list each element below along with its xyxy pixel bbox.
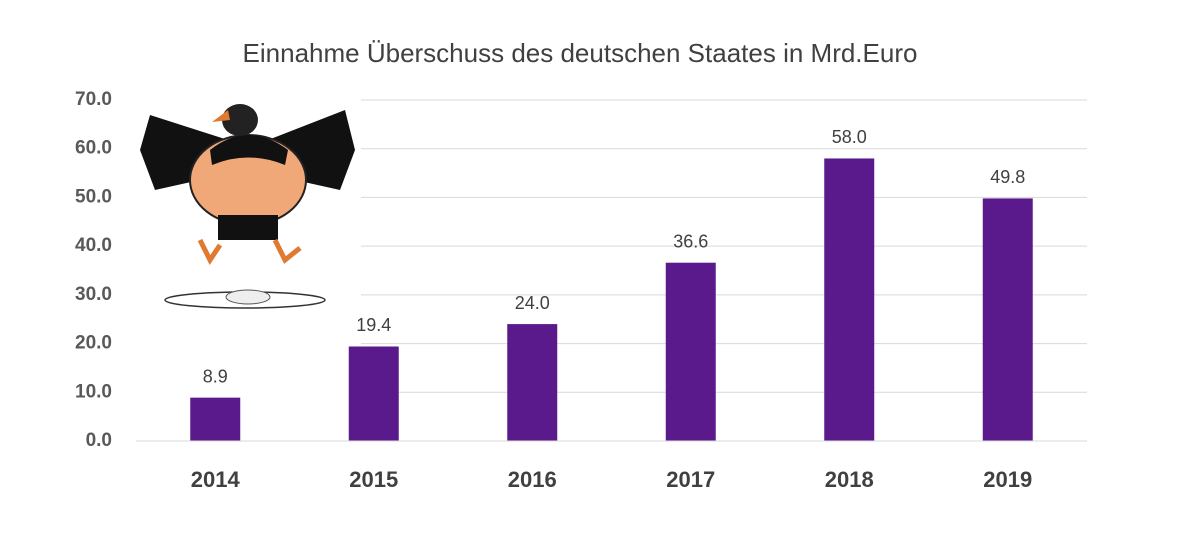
bar [348,346,399,441]
y-tick-label: 40.0 [75,235,112,256]
x-tick-label: 2016 [508,467,557,492]
value-label: 58.0 [832,127,867,147]
chart-title: Einnahme Überschuss des deutschen Staate… [243,38,918,68]
value-label: 49.8 [990,167,1025,187]
y-tick-label: 20.0 [75,333,112,354]
bar [190,397,241,441]
value-label: 24.0 [515,293,550,313]
x-tick-label: 2019 [983,467,1032,492]
value-label: 19.4 [356,315,391,335]
y-tick-label: 10.0 [75,381,112,402]
y-tick-label: 60.0 [75,138,112,159]
y-tick-label: 30.0 [75,284,112,305]
eagle-cartoon [140,104,355,309]
value-label: 8.9 [203,366,228,386]
x-tick-label: 2014 [191,467,241,492]
value-label: 36.6 [673,231,708,251]
x-tick-label: 2015 [349,467,398,492]
x-tick-label: 2018 [825,467,874,492]
y-tick-label: 50.0 [75,186,112,207]
y-tick-label: 70.0 [75,89,112,110]
y-tick-label: 0.0 [86,430,112,451]
bar [824,158,875,441]
bar [665,262,716,441]
x-tick-label: 2017 [666,467,715,492]
bar [982,198,1033,441]
bar [507,324,558,441]
